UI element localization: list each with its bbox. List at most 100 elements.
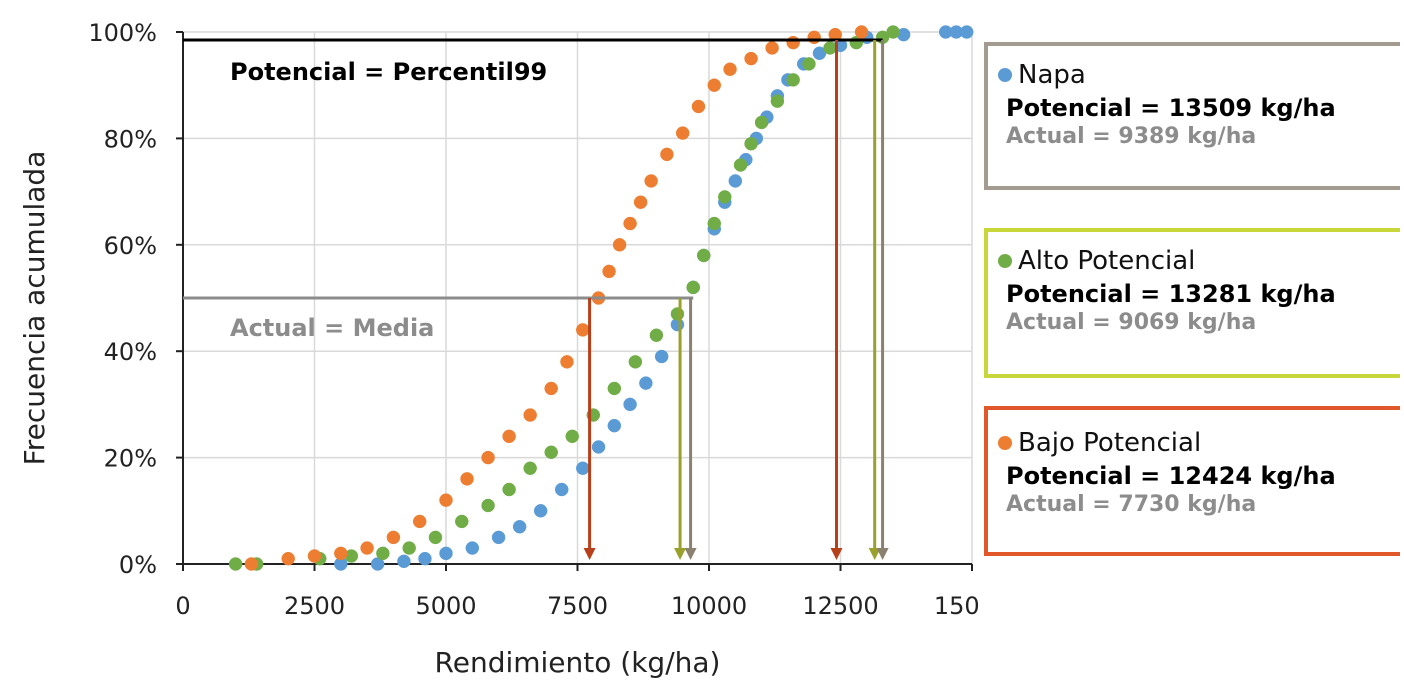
series-alto-potencial [228,25,900,571]
data-point [544,445,558,460]
data-point [744,51,758,66]
x-tick-label: 15000 [934,592,980,620]
arrow-head [674,548,687,560]
annotation-layer [183,38,889,560]
y-tick-label: 80% [104,125,157,153]
data-point [465,541,480,555]
data-point [607,418,622,433]
data-point [360,541,374,555]
data-point [733,158,748,172]
data-point [786,73,800,87]
legend-box-alto-potencial: Alto Potencial Potencial = 13281 kg/ha A… [984,228,1400,378]
data-point [886,25,900,39]
data-point [644,174,658,188]
data-point [533,504,548,518]
data-point [959,25,974,39]
cumulative-frequency-chart: 0 2500 5000 7500 10000 12500 15000 0% 20% 40% 60% 8… [18,19,980,679]
data-point [244,557,259,571]
arrow-head [583,548,596,560]
bajo-potencial-potencial: Potencial = 12424 kg/ha [1006,462,1336,490]
arrow-head [876,548,889,560]
x-tick-label: 0 [175,592,190,620]
legend-entry-alto-potencial: Alto Potencial [998,246,1400,276]
data-point [576,323,590,337]
legend-entry-napa: Napa [998,60,1400,90]
data-point [402,541,416,555]
data-point [628,355,643,369]
napa-actual: Actual = 9389 kg/ha [1006,124,1257,149]
bajo-potencial-actual: Actual = 7730 kg/ha [1006,492,1257,517]
data-point [554,482,569,497]
data-point [386,530,401,545]
legend-label-alto-potencial: Alto Potencial [1018,246,1196,276]
data-point [523,408,537,422]
data-point [523,461,537,475]
data-point [623,216,637,231]
x-tick-label: 2500 [284,592,345,620]
x-tick-label: 5000 [415,592,476,620]
data-point [744,136,758,151]
data-point [397,554,411,569]
data-point [670,307,685,321]
alto-potencial-potencial: Potencial = 13281 kg/ha [1006,280,1336,308]
data-point [728,174,743,188]
data-point [512,520,527,534]
data-point [807,30,821,45]
y-tick-label: 60% [104,232,157,260]
y-tick-label: 20% [104,445,157,473]
data-point [502,482,516,497]
x-tick-label: 12500 [802,592,878,620]
data-point [307,549,322,563]
y-tick-label: 100% [88,19,157,47]
data-point [455,514,469,529]
data-point [481,450,495,465]
data-point [281,551,295,566]
data-point [228,557,243,571]
data-point [633,195,648,209]
data-point [602,264,616,279]
text-layer: Rendimiento (kg/ha) Frecuencia acumulada… [18,58,720,679]
alto-potencial-actual: Actual = 9069 kg/ha [1006,310,1257,335]
data-point [591,440,606,454]
data-point [754,115,769,130]
arrow-head [868,548,881,560]
y-tick-label: 0% [119,551,157,579]
data-point [544,381,558,396]
data-point [723,62,737,76]
x-tick-label: 7500 [547,592,608,620]
data-point [418,551,432,566]
data-point [696,248,711,263]
data-point [491,530,506,545]
data-point [770,94,785,108]
data-point [481,498,495,513]
data-point [612,238,627,252]
data-point [765,41,779,55]
data-point [439,493,453,507]
data-point [502,429,516,444]
data-point [707,216,722,231]
data-point [576,461,590,475]
data-point [412,514,427,529]
series-bajo-potencial [244,25,869,571]
data-point [560,355,574,369]
potencial-rule-label: Potencial = Percentil99 [230,58,547,86]
data-point [707,78,722,92]
y-tick-label: 40% [104,338,157,366]
napa-potencial: Potencial = 13509 kg/ha [1006,94,1336,122]
data-point [376,546,390,561]
data-point [660,147,674,162]
alto-potencial-marker-icon [998,254,1012,268]
x-axis-title: Rendimiento (kg/ha) [435,646,721,679]
actual-rule-label: Actual = Media [230,314,434,342]
data-point [607,381,622,396]
data-point [460,472,474,486]
data-point [718,190,732,204]
legend-entry-bajo-potencial: Bajo Potencial [998,428,1400,458]
legend-box-bajo-potencial: Bajo Potencial Potencial = 12424 kg/ha A… [984,406,1400,556]
legend-label-bajo-potencial: Bajo Potencial [1018,428,1202,458]
y-axis-title: Frecuencia acumulada [18,151,51,466]
legend-label-napa: Napa [1018,60,1086,90]
arrow-head [830,548,843,560]
napa-marker-icon [998,68,1012,82]
data-point [686,280,700,295]
